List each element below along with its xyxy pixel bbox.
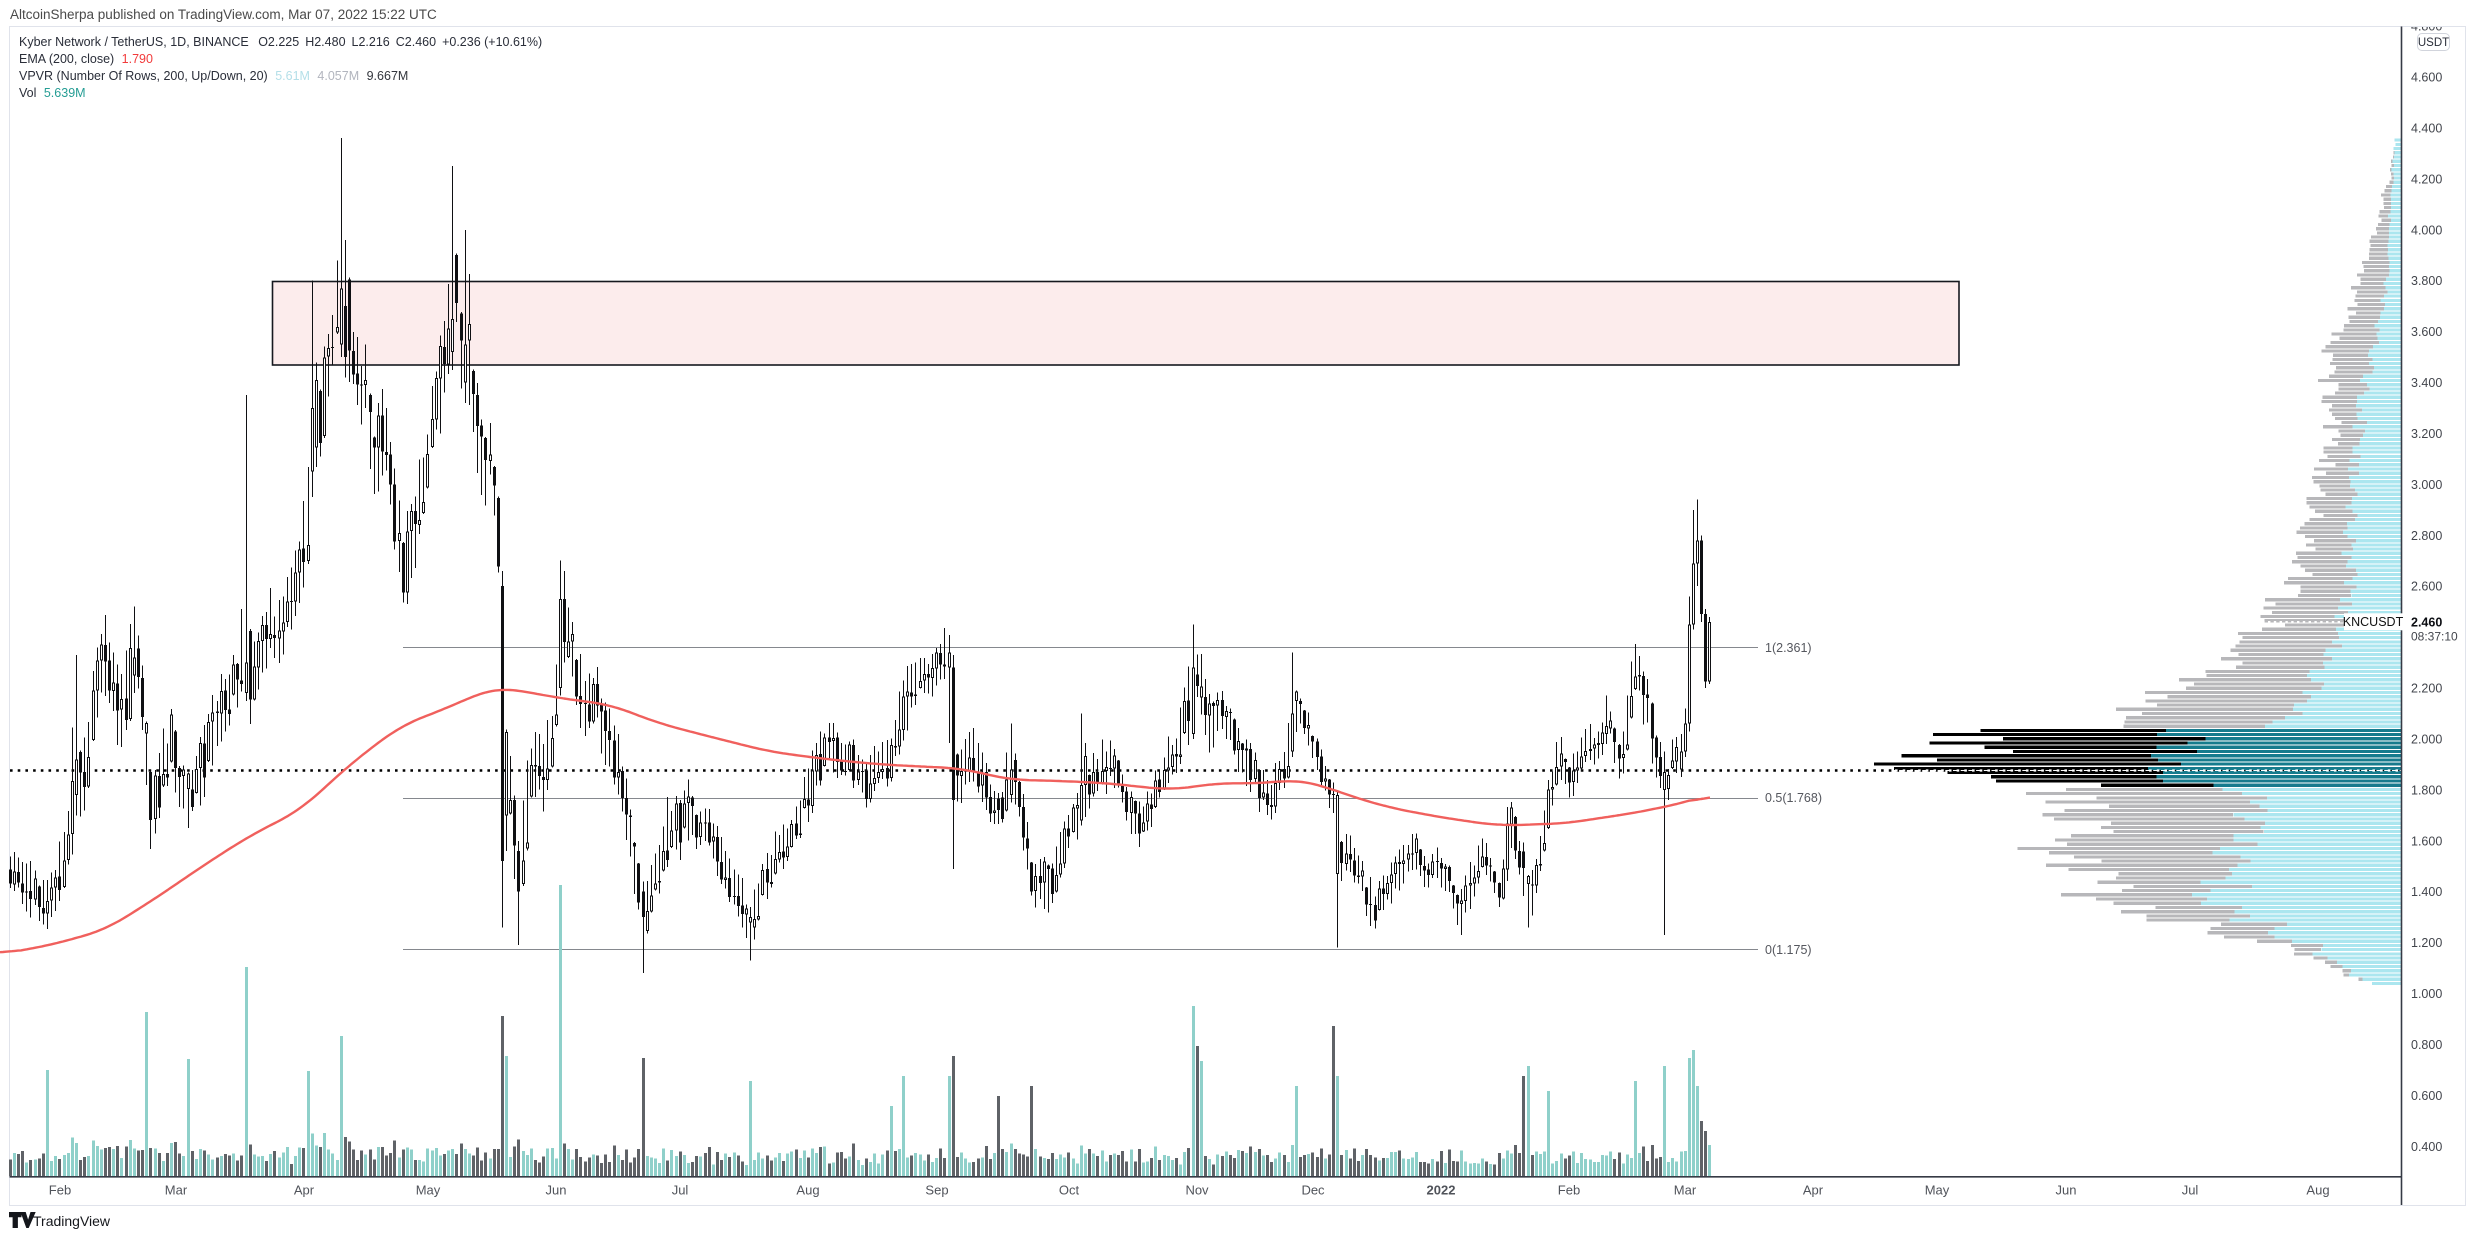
svg-text:3.400: 3.400 <box>2411 376 2442 390</box>
svg-text:2.200: 2.200 <box>2411 682 2442 696</box>
svg-text:Oct: Oct <box>1059 1183 1080 1198</box>
svg-text:1.000: 1.000 <box>2411 987 2442 1001</box>
svg-text:Apr: Apr <box>294 1183 315 1198</box>
svg-text:1.600: 1.600 <box>2411 834 2442 848</box>
svg-text:AltcoinSherpa published on Tra: AltcoinSherpa published on TradingView.c… <box>10 7 437 22</box>
svg-text:Apr: Apr <box>1803 1183 1824 1198</box>
svg-text:0(1.175): 0(1.175) <box>1765 943 1812 957</box>
svg-text:4.600: 4.600 <box>2411 71 2442 85</box>
svg-text:2.600: 2.600 <box>2411 580 2442 594</box>
svg-text:3.800: 3.800 <box>2411 274 2442 288</box>
svg-text:3.200: 3.200 <box>2411 427 2442 441</box>
svg-text:08:37:10: 08:37:10 <box>2411 629 2458 643</box>
svg-text:Dec: Dec <box>1301 1183 1325 1198</box>
svg-text:May: May <box>1925 1183 1950 1198</box>
svg-text:KNCUSDT: KNCUSDT <box>2343 615 2404 629</box>
svg-text:4.800: 4.800 <box>2411 20 2442 34</box>
svg-text:4.200: 4.200 <box>2411 172 2442 186</box>
svg-text:TradingView: TradingView <box>33 1213 111 1229</box>
svg-text:0.800: 0.800 <box>2411 1038 2442 1052</box>
svg-text:Jun: Jun <box>2056 1183 2077 1198</box>
svg-text:0.400: 0.400 <box>2411 1140 2442 1154</box>
svg-text:Mar: Mar <box>1674 1183 1697 1198</box>
svg-text:2.000: 2.000 <box>2411 733 2442 747</box>
svg-text:Nov: Nov <box>1185 1183 1209 1198</box>
svg-text:May: May <box>416 1183 441 1198</box>
svg-text:4.400: 4.400 <box>2411 121 2442 135</box>
svg-text:Jul: Jul <box>672 1183 689 1198</box>
svg-text:2.800: 2.800 <box>2411 529 2442 543</box>
svg-text:Jul: Jul <box>2182 1183 2199 1198</box>
svg-text:Feb: Feb <box>1558 1183 1580 1198</box>
svg-text:Kyber Network / TetherUS, 1D,: Kyber Network / TetherUS, 1D, BINANCE O2… <box>19 35 542 49</box>
svg-text:4.000: 4.000 <box>2411 223 2442 237</box>
svg-text:3.000: 3.000 <box>2411 478 2442 492</box>
svg-text:Jun: Jun <box>546 1183 567 1198</box>
svg-text:USDT: USDT <box>2418 37 2449 49</box>
svg-text:2.460: 2.460 <box>2411 615 2442 629</box>
svg-text:3.600: 3.600 <box>2411 325 2442 339</box>
svg-text:1(2.361): 1(2.361) <box>1765 641 1812 655</box>
svg-text:Vol 5.639M: Vol 5.639M <box>19 86 86 100</box>
svg-text:0.600: 0.600 <box>2411 1089 2442 1103</box>
svg-text:1.400: 1.400 <box>2411 885 2442 899</box>
svg-text:EMA (200, close) 1.790: EMA (200, close) 1.790 <box>19 52 153 66</box>
svg-text:Aug: Aug <box>796 1183 819 1198</box>
svg-text:Feb: Feb <box>49 1183 71 1198</box>
svg-text:1.200: 1.200 <box>2411 936 2442 950</box>
svg-text:0.5(1.768): 0.5(1.768) <box>1765 791 1822 805</box>
svg-text:1.800: 1.800 <box>2411 783 2442 797</box>
svg-text:2022: 2022 <box>1427 1183 1456 1198</box>
svg-text:Aug: Aug <box>2306 1183 2329 1198</box>
svg-text:VPVR (Number Of Rows, 200, Up/: VPVR (Number Of Rows, 200, Up/Down, 20) … <box>19 69 408 83</box>
svg-text:Mar: Mar <box>165 1183 188 1198</box>
svg-text:Sep: Sep <box>925 1183 948 1198</box>
